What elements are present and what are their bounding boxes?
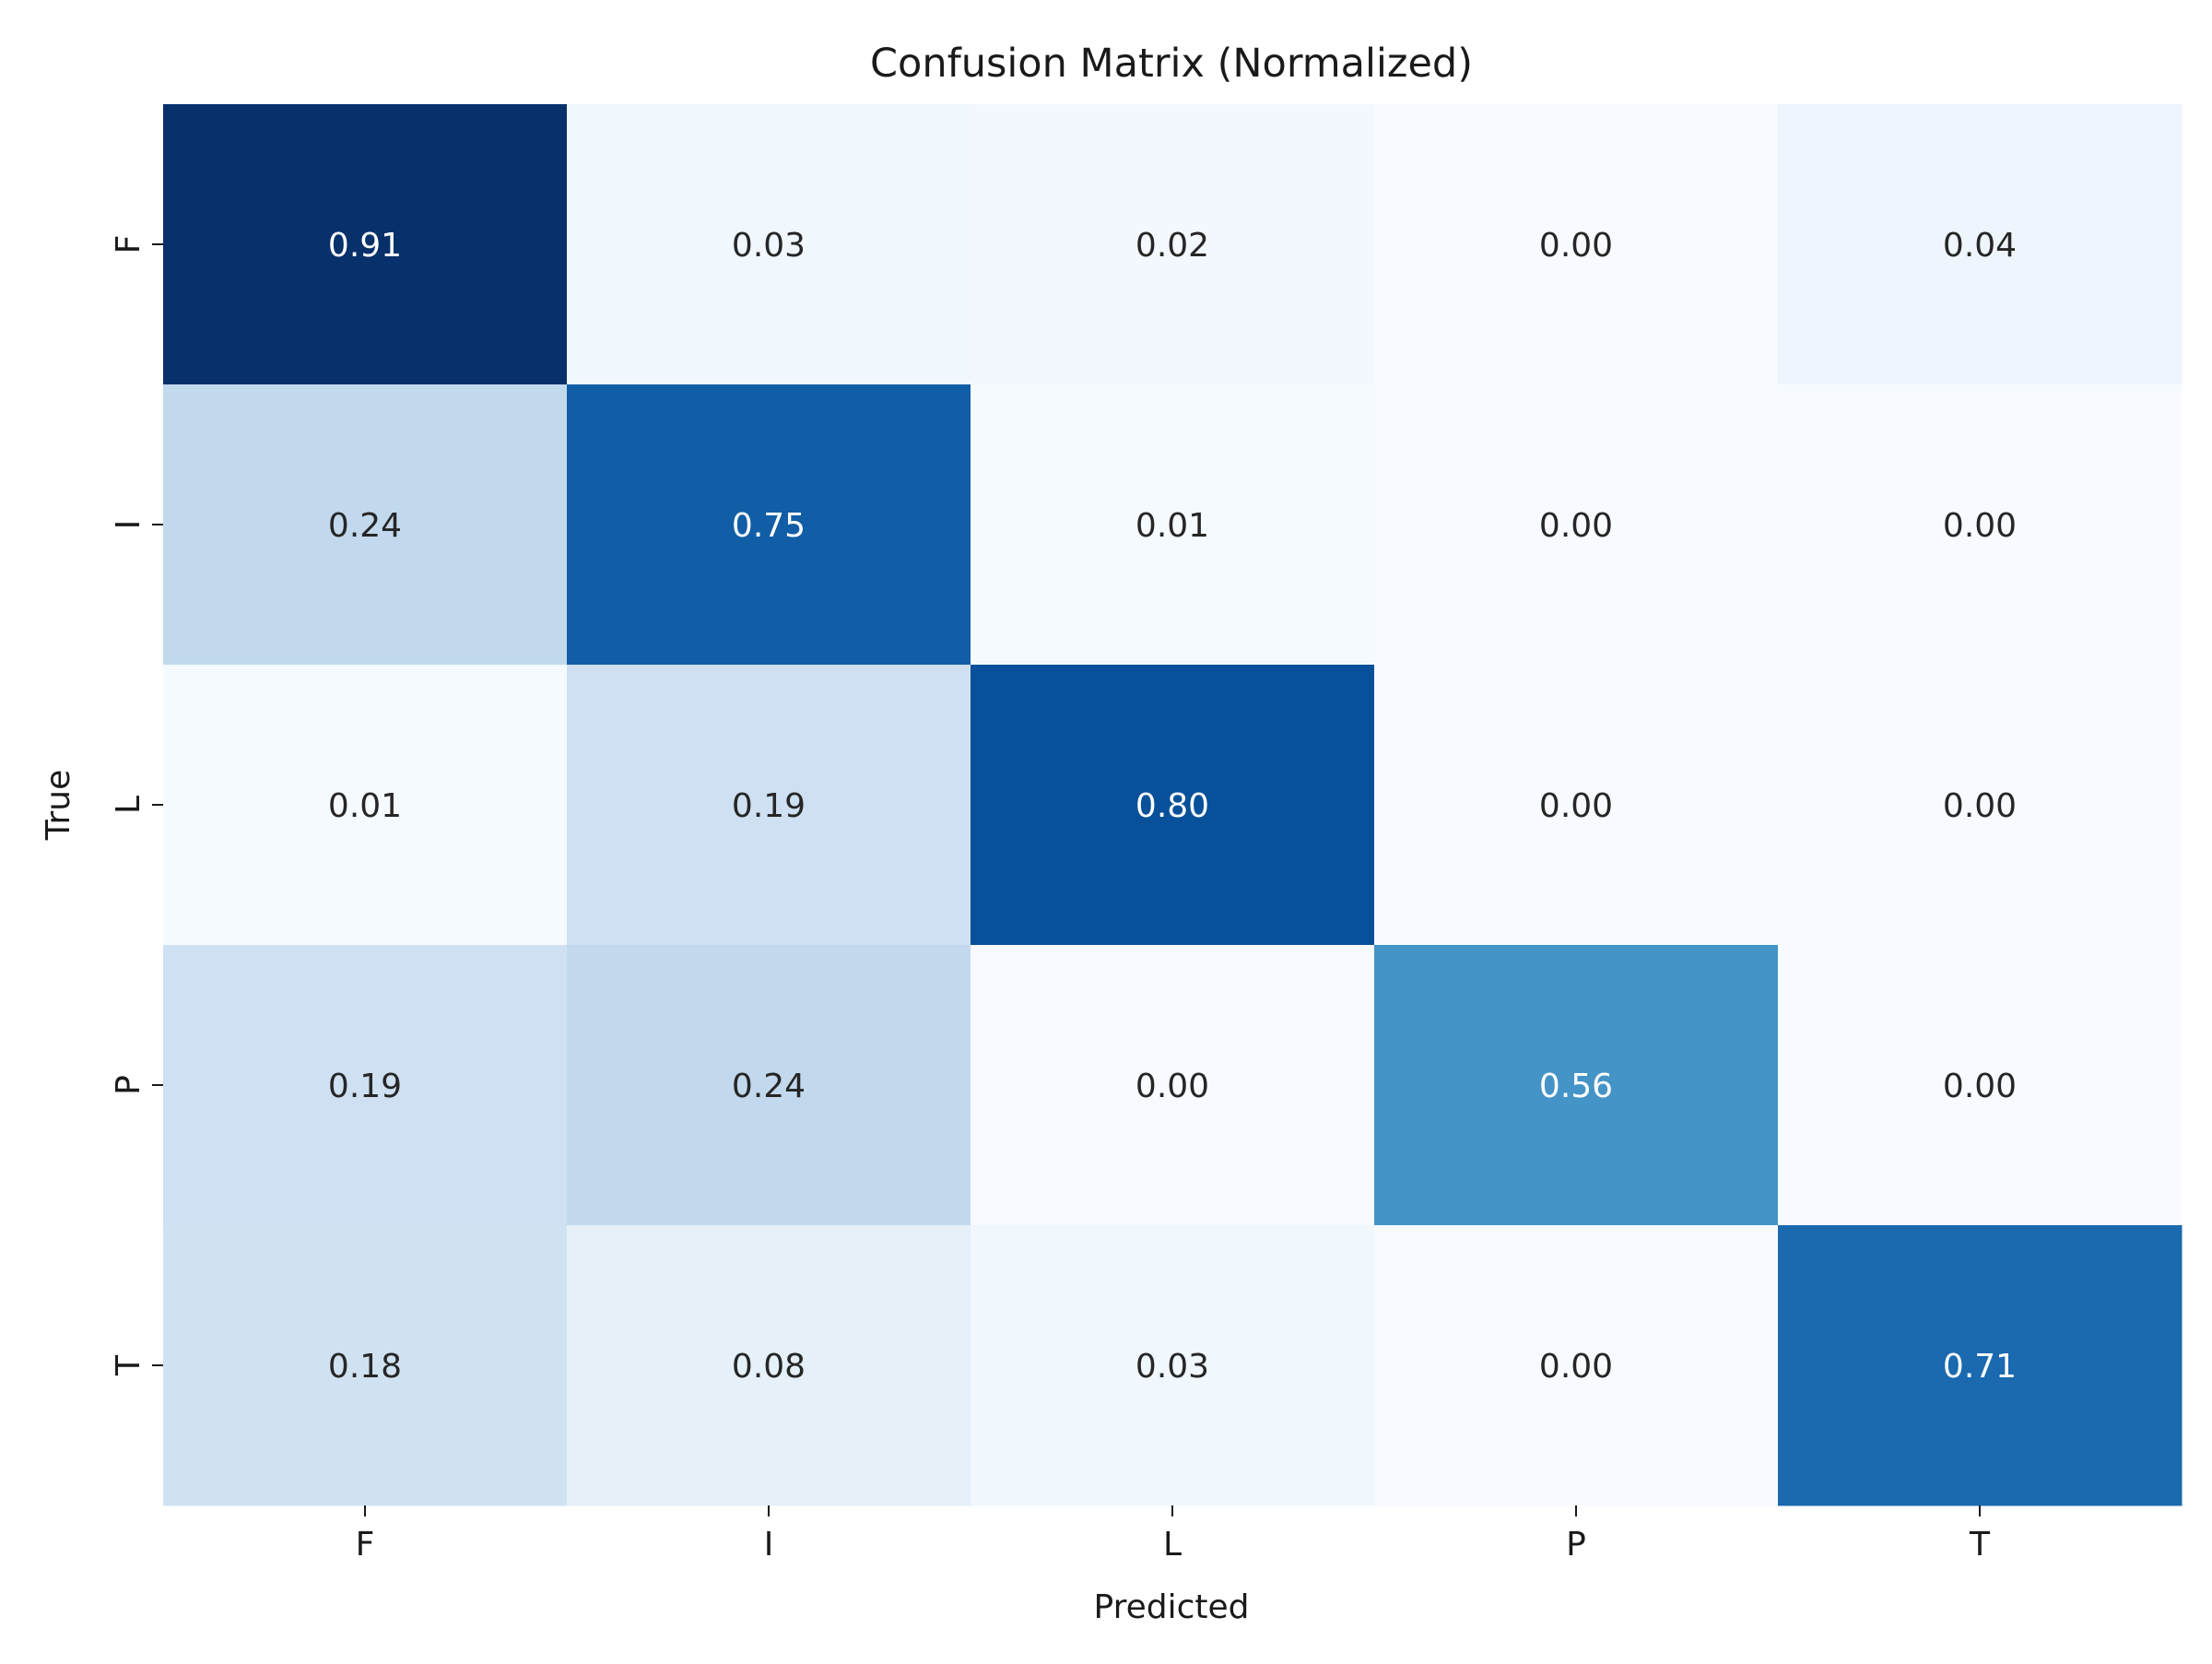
y-axis-label: True (40, 770, 77, 841)
cell-value-label: 0.08 (732, 1348, 806, 1386)
heatmap-cell (971, 945, 1375, 1226)
cell-value-label: 0.19 (328, 1068, 402, 1105)
heatmap-cell (567, 1225, 971, 1506)
cell-value-label: 0.00 (1539, 787, 1613, 825)
x-tick-label: F (356, 1526, 375, 1564)
cell-value-label: 0.03 (1135, 1348, 1209, 1386)
heatmap-cell (567, 104, 971, 385)
cell-value-label: 0.00 (1943, 1068, 2017, 1105)
heatmap-cell (567, 945, 971, 1226)
heatmap-cell (567, 665, 971, 946)
cell-value-label: 0.56 (1539, 1068, 1613, 1105)
cell-value-label: 0.00 (1539, 507, 1613, 545)
cell-value-label: 0.71 (1943, 1348, 2017, 1386)
heatmap-cell (1374, 104, 1779, 385)
cell-value-label: 0.24 (732, 1068, 806, 1105)
y-tick-label: P (110, 1075, 147, 1095)
y-axis-ticks: F I L P T (110, 235, 163, 1376)
heatmap-cell (567, 384, 971, 666)
y-tick-label: I (110, 520, 147, 530)
heatmap-cell (1778, 945, 2183, 1226)
heatmap-cell (1778, 665, 2183, 946)
heatmap-cell (1374, 1225, 1779, 1506)
cell-value-label: 0.75 (732, 507, 806, 545)
y-tick-label: T (110, 1354, 147, 1376)
heatmap-cell (1374, 945, 1779, 1226)
cell-value-label: 0.01 (1135, 507, 1209, 545)
cell-value-label: 0.01 (328, 787, 402, 825)
x-axis-label: Predicted (1094, 1588, 1250, 1626)
heatmap-cell (971, 104, 1375, 385)
heatmap-cell (1374, 384, 1779, 666)
heatmap-cell (971, 665, 1375, 946)
cell-value-label: 0.03 (732, 227, 806, 265)
x-tick-label: I (764, 1526, 774, 1564)
cell-value-label: 0.24 (328, 507, 402, 545)
cell-value-label: 0.00 (1943, 507, 2017, 545)
heatmap-cells: 0.91 0.03 0.02 0.00 0.04 0.24 0.75 0.01 0.00 0.00… (163, 104, 2183, 1506)
cell-value-label: 0.00 (1539, 227, 1613, 265)
heatmap-cell (971, 384, 1375, 666)
x-tick-label: T (1969, 1526, 1991, 1564)
cell-value-label: 0.80 (1135, 787, 1209, 825)
heatmap-cell (1778, 104, 2183, 385)
cell-value-label: 0.00 (1539, 1348, 1613, 1386)
cell-value-label: 0.91 (328, 227, 402, 265)
y-tick-label: L (110, 796, 147, 814)
heatmap-cell (1374, 665, 1779, 946)
cell-value-label: 0.00 (1943, 787, 2017, 825)
y-tick-label: F (110, 235, 147, 254)
heatmap-cell (163, 1225, 568, 1506)
heatmap-cell (163, 945, 568, 1226)
heatmap-cell (1778, 1225, 2183, 1506)
heatmap-cell (163, 104, 568, 385)
heatmap-cell (1778, 384, 2183, 666)
x-tick-label: L (1163, 1526, 1182, 1564)
cell-value-label: 0.00 (1135, 1068, 1209, 1105)
cell-value-label: 0.19 (732, 787, 806, 825)
cell-value-label: 0.04 (1943, 227, 2017, 265)
cell-value-label: 0.02 (1135, 227, 1209, 265)
chart-title: Confusion Matrix (Normalized) (870, 41, 1473, 87)
heatmap-cell (163, 384, 568, 666)
x-tick-label: P (1566, 1526, 1586, 1564)
cell-value-label: 0.18 (328, 1348, 402, 1386)
heatmap-cell (163, 665, 568, 946)
heatmap-cell (971, 1225, 1375, 1506)
